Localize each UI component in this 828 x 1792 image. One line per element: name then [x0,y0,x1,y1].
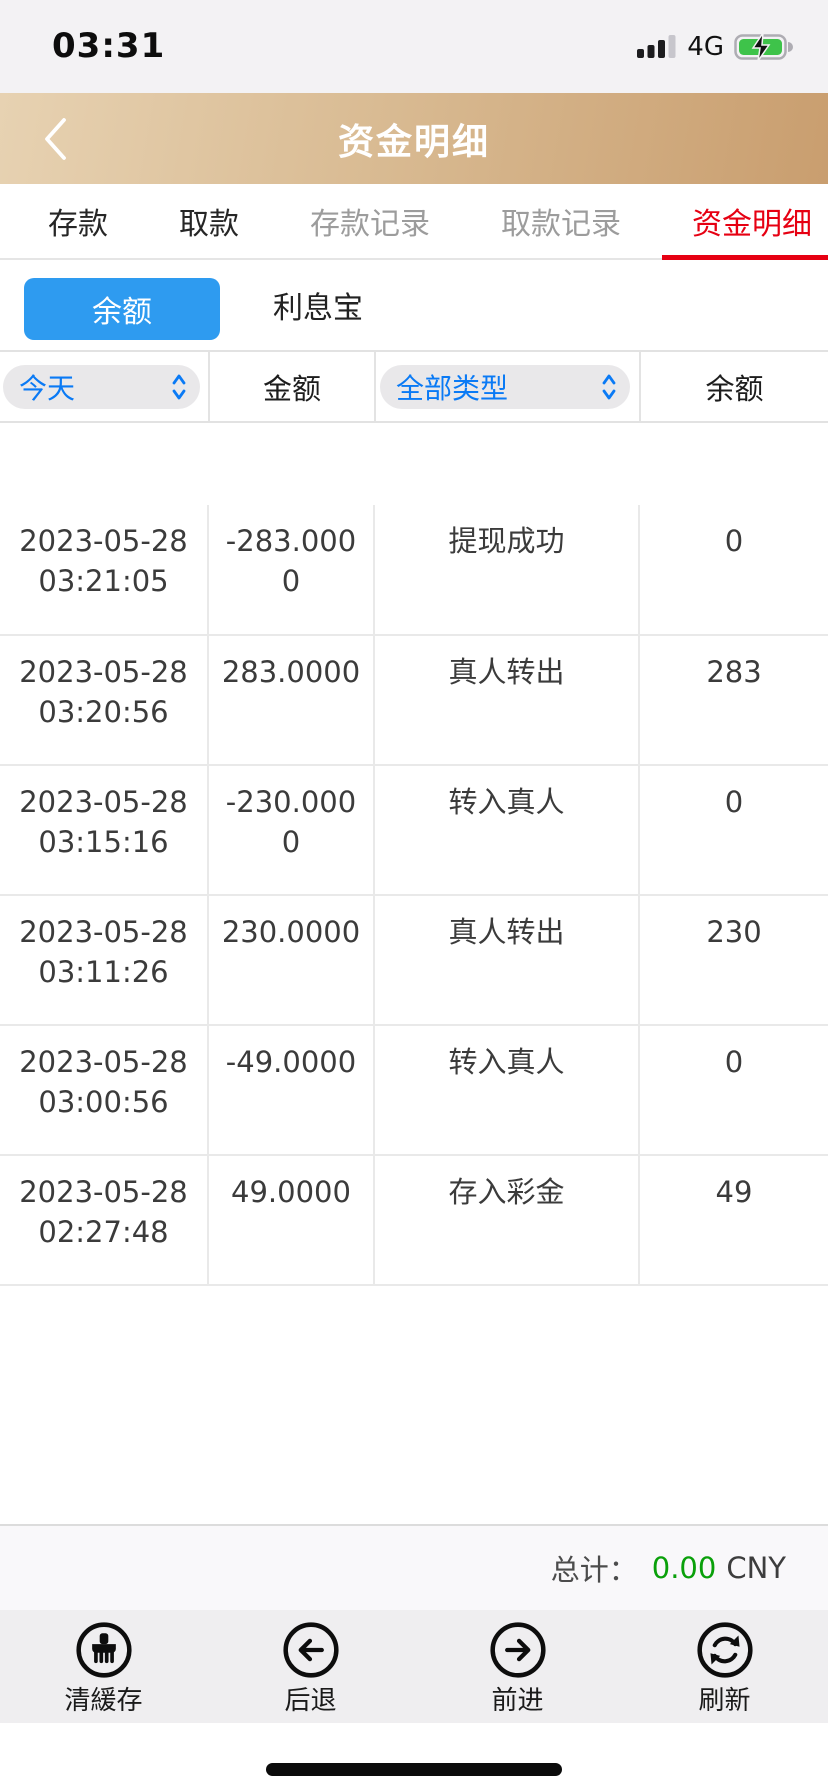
table-row: 2023-05-28 03:15:16 -230.0000 转入真人 0 [0,765,828,896]
tab-fund-details[interactable]: 资金明细 [692,207,812,242]
cell-type: 存入彩金 [373,1155,639,1286]
tab-deposit-records[interactable]: 存款记录 [310,207,430,242]
forward-nav-button[interactable]: 前进 [414,1610,621,1723]
refresh-button[interactable]: 刷新 [621,1610,828,1723]
home-indicator-area [0,1723,828,1792]
cell-amount: 283.0000 [207,635,374,766]
back-arrow-icon [282,1622,339,1678]
tab-deposit[interactable]: 存款 [48,207,108,242]
filter-bar: 今天 金额 全部类型 [0,350,828,423]
cell-type: 提现成功 [373,505,639,636]
summary-bar: 总计： 0.00 CNY [0,1524,828,1610]
table-row: 2023-05-28 03:00:56 -49.0000 转入真人 0 [0,1025,828,1156]
cell-amount: 230.0000 [207,895,374,1026]
cell-type: 真人转出 [373,635,639,766]
chevron-left-icon [41,116,69,162]
subtab-bar: 余额 利息宝 [0,260,828,350]
cell-balance: 230 [638,895,828,1026]
cell-balance: 49 [638,1155,828,1286]
cell-amount: 49.0000 [207,1155,374,1286]
chevron-up-down-icon [170,372,188,402]
cell-datetime: 2023-05-28 03:21:05 [0,505,208,636]
tab-bar: 存款 取款 存款记录 取款记录 资金明细 [0,184,828,261]
type-filter-value: 全部类型 [396,371,509,405]
clock: 03:31 [52,26,166,66]
page-title: 资金明细 [337,121,490,163]
table-row: 2023-05-28 02:27:48 49.0000 存入彩金 49 [0,1155,828,1286]
status-indicators: 4G [637,0,794,93]
app-header: 资金明细 [0,93,828,184]
date-filter-select[interactable]: 今天 [3,364,200,409]
total-currency: CNY [726,1551,786,1585]
type-filter-select[interactable]: 全部类型 [380,364,630,409]
battery-charging-icon [734,32,794,62]
cell-type: 真人转出 [373,895,639,1026]
transactions-table: 2023-05-28 03:21:05 -283.0000 提现成功 0 202… [0,505,828,1286]
forward-arrow-icon [489,1622,546,1678]
clear-cache-button[interactable]: 清緩存 [0,1610,207,1723]
total-amount: 0.00 [651,1551,717,1585]
date-filter-value: 今天 [19,371,76,405]
column-header-balance: 余额 [705,371,764,406]
cell-type: 转入真人 [373,765,639,896]
table-row: 2023-05-28 03:11:26 230.0000 真人转出 230 [0,895,828,1026]
cell-balance: 0 [638,765,828,896]
tab-withdraw-records[interactable]: 取款记录 [501,207,621,242]
refresh-icon [696,1622,753,1678]
filter-cell-type: 全部类型 [374,352,639,421]
back-nav-label: 后退 [284,1686,337,1716]
column-header-amount: 金额 [262,371,321,406]
table-row: 2023-05-28 03:21:05 -283.0000 提现成功 0 [0,505,828,636]
chevron-up-down-icon [600,372,618,402]
back-button[interactable] [20,93,90,184]
column-header-amount-cell: 金额 [208,352,374,421]
signal-strength-icon [637,34,677,60]
filter-cell-date: 今天 [0,352,208,421]
back-nav-button[interactable]: 后退 [207,1610,414,1723]
status-bar: 03:31 4G [0,0,828,93]
cell-amount: -283.0000 [207,505,374,636]
cell-amount: -49.0000 [207,1025,374,1156]
cell-balance: 0 [638,1025,828,1156]
home-indicator[interactable] [266,1763,562,1776]
clear-cache-label: 清緩存 [64,1686,143,1716]
browser-toolbar: 清緩存 后退 前进 [0,1610,828,1723]
cell-datetime: 2023-05-28 03:15:16 [0,765,208,896]
cell-balance: 283 [638,635,828,766]
clear-cache-icon [75,1622,132,1678]
column-header-balance-cell: 余额 [639,352,828,421]
cell-amount: -230.0000 [207,765,374,896]
table-row: 2023-05-28 03:20:56 283.0000 真人转出 283 [0,635,828,766]
subtab-balance[interactable]: 余额 [24,278,220,340]
subtab-interest[interactable]: 利息宝 [273,291,363,326]
cell-datetime: 2023-05-28 03:00:56 [0,1025,208,1156]
forward-nav-label: 前进 [491,1686,544,1716]
cell-datetime: 2023-05-28 03:11:26 [0,895,208,1026]
refresh-label: 刷新 [698,1686,751,1716]
network-type-label: 4G [687,31,724,62]
cell-datetime: 2023-05-28 02:27:48 [0,1155,208,1286]
active-tab-underline [662,255,828,261]
cell-balance: 0 [638,505,828,636]
cell-datetime: 2023-05-28 03:20:56 [0,635,208,766]
total-label: 总计： [550,1553,638,1587]
cell-type: 转入真人 [373,1025,639,1156]
tab-withdraw[interactable]: 取款 [179,207,239,242]
